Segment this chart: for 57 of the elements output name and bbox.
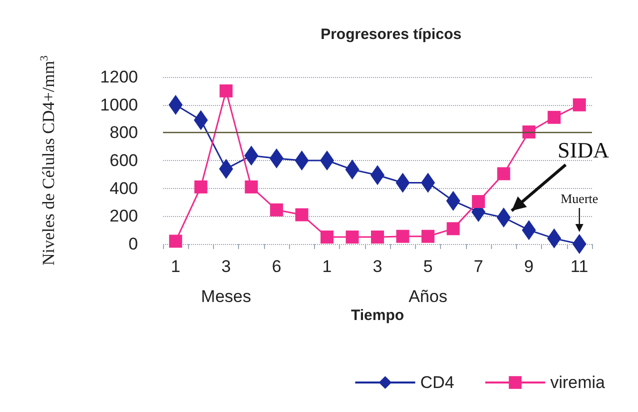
x-tick-label: 7 <box>474 257 484 276</box>
y-tick-label: 0 <box>128 234 138 254</box>
legend-label: CD4 <box>420 373 454 392</box>
y-tick-label: 1200 <box>100 68 138 86</box>
point <box>446 190 460 211</box>
point <box>270 148 284 168</box>
legend-label: viremia <box>550 373 606 392</box>
x-axis-title: Tiempo <box>350 307 404 324</box>
x-tick-label: 3 <box>221 257 231 276</box>
x-tick-label: 11 <box>570 257 588 276</box>
point <box>345 160 360 180</box>
x-tick-label: 1 <box>322 257 332 276</box>
point <box>446 222 460 236</box>
point <box>420 172 435 193</box>
point <box>472 195 485 208</box>
x-tick-label: 1 <box>170 257 180 276</box>
point <box>522 125 536 138</box>
point <box>346 230 359 244</box>
point <box>168 94 183 115</box>
point <box>371 230 384 244</box>
point <box>244 180 258 194</box>
y-tick-label: 200 <box>110 206 138 226</box>
y-axis-title: Niveles de Células CD4+/mm3 <box>38 54 58 266</box>
point <box>294 150 309 170</box>
point <box>194 110 208 130</box>
point <box>320 230 334 244</box>
point <box>396 230 410 243</box>
point <box>496 208 511 228</box>
point <box>396 172 410 193</box>
y-tick-label: 400 <box>110 178 138 198</box>
annotation: SIDA <box>558 137 610 162</box>
chart-title: Progresores típicos <box>320 26 462 43</box>
point <box>219 158 234 179</box>
point <box>497 167 510 180</box>
annotation: Muerte <box>560 191 598 206</box>
text: Meses <box>201 287 252 306</box>
y-tick-label: 1000 <box>100 95 138 114</box>
point <box>194 180 208 194</box>
y-tick-label: 600 <box>110 151 138 170</box>
point <box>270 203 284 216</box>
text: Años <box>408 287 448 306</box>
point <box>169 234 182 248</box>
point <box>548 110 561 124</box>
point <box>572 98 586 112</box>
x-tick-label: 3 <box>372 257 382 276</box>
point <box>295 208 308 222</box>
y-tick-label: 800 <box>110 123 138 142</box>
point <box>522 220 536 240</box>
point <box>421 230 434 243</box>
point <box>320 150 334 170</box>
x-tick-label: 5 <box>423 257 433 276</box>
x-tick-label: 9 <box>524 257 534 276</box>
point <box>220 84 233 98</box>
point <box>572 234 586 254</box>
point <box>547 228 562 248</box>
point <box>244 146 258 166</box>
x-tick-label: 6 <box>272 257 282 276</box>
